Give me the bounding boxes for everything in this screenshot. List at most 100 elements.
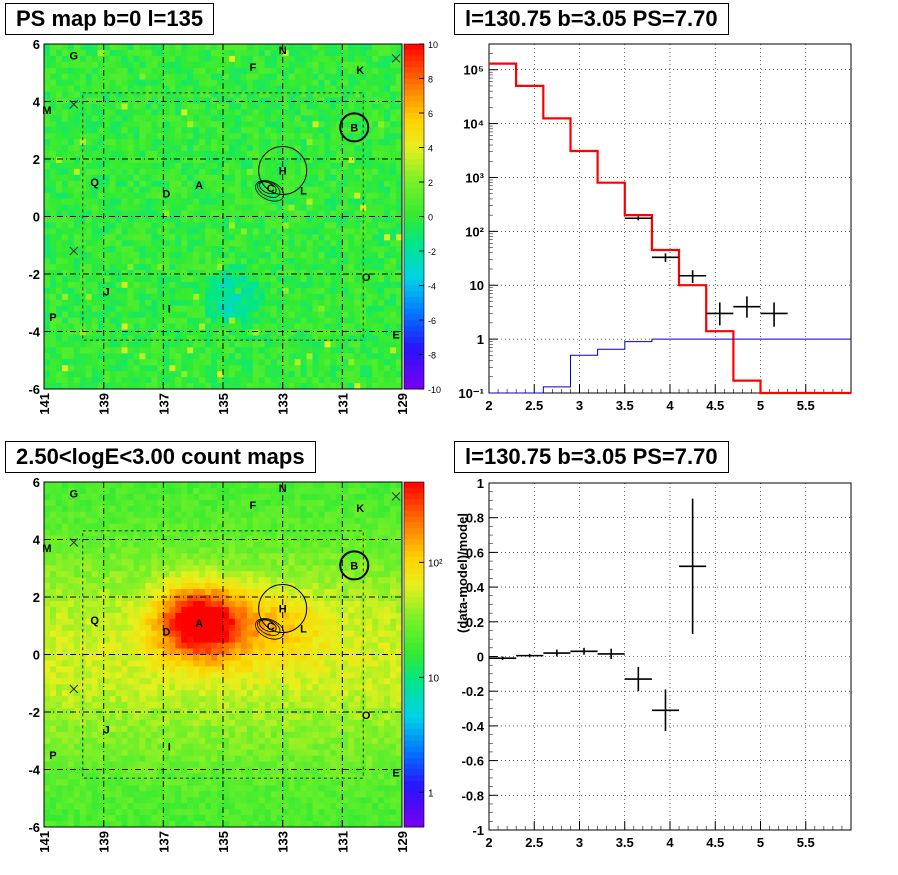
contours-c [255, 618, 285, 640]
plot-x-axis: 2 2.5 3 3.5 4 4.5 5 5.5 [485, 821, 852, 850]
map-y-tick-label: 6 [33, 37, 40, 52]
data-point [679, 270, 707, 284]
plot-y-axis: 10⁵ 10⁴ 10³ 10² 10 1 10⁻¹ [458, 63, 498, 401]
colorbar-tick-label: 10 [428, 673, 440, 684]
source-label: Q [90, 177, 99, 189]
x-tick-label: 4 [666, 835, 674, 850]
source-b-circle [339, 112, 370, 143]
source-label: B [350, 560, 358, 572]
y-tick-label: 1 [477, 332, 484, 347]
minor-y-ticks [489, 482, 493, 831]
y-tick-label: 0.2 [466, 615, 484, 630]
source-label: K [356, 503, 364, 515]
plot-grid [488, 482, 851, 831]
map-y-tick-label: 6 [33, 475, 40, 490]
colorbar-tick-label: -4 [428, 282, 436, 292]
map-x-tick-label: 133 [276, 831, 291, 853]
y-tick-label: 0.4 [466, 580, 485, 595]
source-label: D [162, 189, 170, 201]
source-label: H [279, 166, 287, 178]
map-x-tick-label: 135 [216, 393, 231, 415]
map-y-tick-label: 2 [33, 590, 40, 605]
source-h-circle [258, 584, 308, 633]
y-tick-label: 10⁵ [463, 63, 484, 78]
map-x-tick-label: 131 [335, 393, 350, 415]
residual-point [679, 498, 707, 634]
map-pixels [44, 482, 403, 828]
y-tick-label: -0.6 [462, 754, 484, 769]
y-tick-label: 0 [477, 650, 484, 665]
source-label: E [392, 329, 399, 341]
source-label: M [42, 543, 51, 555]
count-map-title: 2.50<logE<3.00 count maps [5, 441, 316, 473]
colorbar-count_map: 10² 10 1 [403, 481, 443, 828]
source-label: J [104, 724, 110, 736]
source-label: F [249, 500, 256, 512]
x-tick-label: 5.5 [797, 398, 815, 413]
map-y-tick-label: -2 [28, 267, 40, 282]
y-tick-label: -1 [472, 823, 484, 838]
roi-box [82, 530, 364, 779]
x-tick-label: 2 [485, 835, 492, 850]
minor-y-ticks [489, 43, 493, 378]
x-tick-label: 2.5 [525, 835, 543, 850]
x-tick-label: 3 [576, 835, 583, 850]
y-tick-label: 0.8 [466, 511, 484, 526]
cross-marker [69, 538, 79, 547]
colorbar-tick-label: 0 [428, 213, 433, 223]
background-step-line [489, 338, 851, 394]
map-grid [44, 482, 402, 827]
plot-spectrum: 2 2.5 3 3.5 4 4.5 5 5.5 10⁵ 10⁴ 10³ 10² 10 1 10⁻¹ [458, 43, 852, 413]
source-h-circle [258, 146, 308, 195]
x-tick-label: 4.5 [706, 398, 724, 413]
source-label: M [42, 105, 51, 117]
source-label: N [279, 483, 287, 495]
map-y-tick-label: 4 [33, 95, 41, 110]
y-tick-label: -0.8 [462, 788, 484, 803]
map-y-tick-label: -4 [28, 325, 40, 340]
data-point [733, 296, 761, 318]
source-label: P [49, 312, 56, 324]
plot-residuals: 2 2.5 3 3.5 4 4.5 5 5.5 1 0.8 0.6 0.4 0.2 0 -0.2 -0.4 -0… [455, 476, 852, 850]
colorbar-ps_map: 10 8 6 4 2 0 -2 -4 -6 -8 -10 [403, 40, 441, 395]
data-point [624, 216, 652, 221]
contours-c [255, 180, 285, 202]
source-label: O [362, 710, 371, 722]
map-y-axis: 6 4 2 0 -2 -4 -6 [28, 475, 51, 835]
x-tick-label: 4.5 [706, 835, 724, 850]
map-grid [44, 44, 402, 389]
y-tick-label: 10² [465, 224, 484, 239]
residual-point [570, 647, 598, 655]
colorbar-tick-label: -6 [428, 316, 436, 326]
residual-point [516, 653, 544, 658]
y-tick-label: 1 [477, 476, 484, 491]
x-tick-label: 5 [757, 398, 764, 413]
source-label: I [168, 304, 171, 316]
map-x-tick-label: 137 [156, 393, 171, 415]
map-x-tick-label: 133 [276, 393, 291, 415]
source-label: K [356, 65, 364, 77]
map-y-tick-label: -2 [28, 705, 40, 720]
source-label: D [162, 627, 170, 639]
source-label: A [195, 618, 203, 630]
map-y-axis: 6 4 2 0 -2 -4 -6 [28, 37, 51, 397]
residual-y-label: (data-model)/model [455, 513, 470, 633]
map-y-tick-label: 0 [33, 210, 40, 225]
source-labels: G N F K M B H Q A C D L O J I P E [42, 483, 399, 780]
residual-point [489, 656, 517, 660]
x-tick-label: 2.5 [525, 398, 543, 413]
residual-point [543, 649, 571, 657]
colorbar-tick-label: -8 [428, 351, 436, 361]
colorbar-tick-label: 8 [428, 75, 433, 85]
source-label: C [267, 621, 275, 633]
x-tick-label: 2 [485, 398, 492, 413]
y-tick-label: -0.4 [462, 719, 485, 734]
source-label: L [300, 624, 307, 636]
cross-marker [69, 100, 79, 109]
plot-y-axis: 1 0.8 0.6 0.4 0.2 0 -0.2 -0.4 -0.6 -0.8 -1 [462, 476, 498, 838]
source-label: F [249, 62, 256, 74]
source-label: L [300, 186, 307, 198]
source-label: B [350, 122, 358, 134]
